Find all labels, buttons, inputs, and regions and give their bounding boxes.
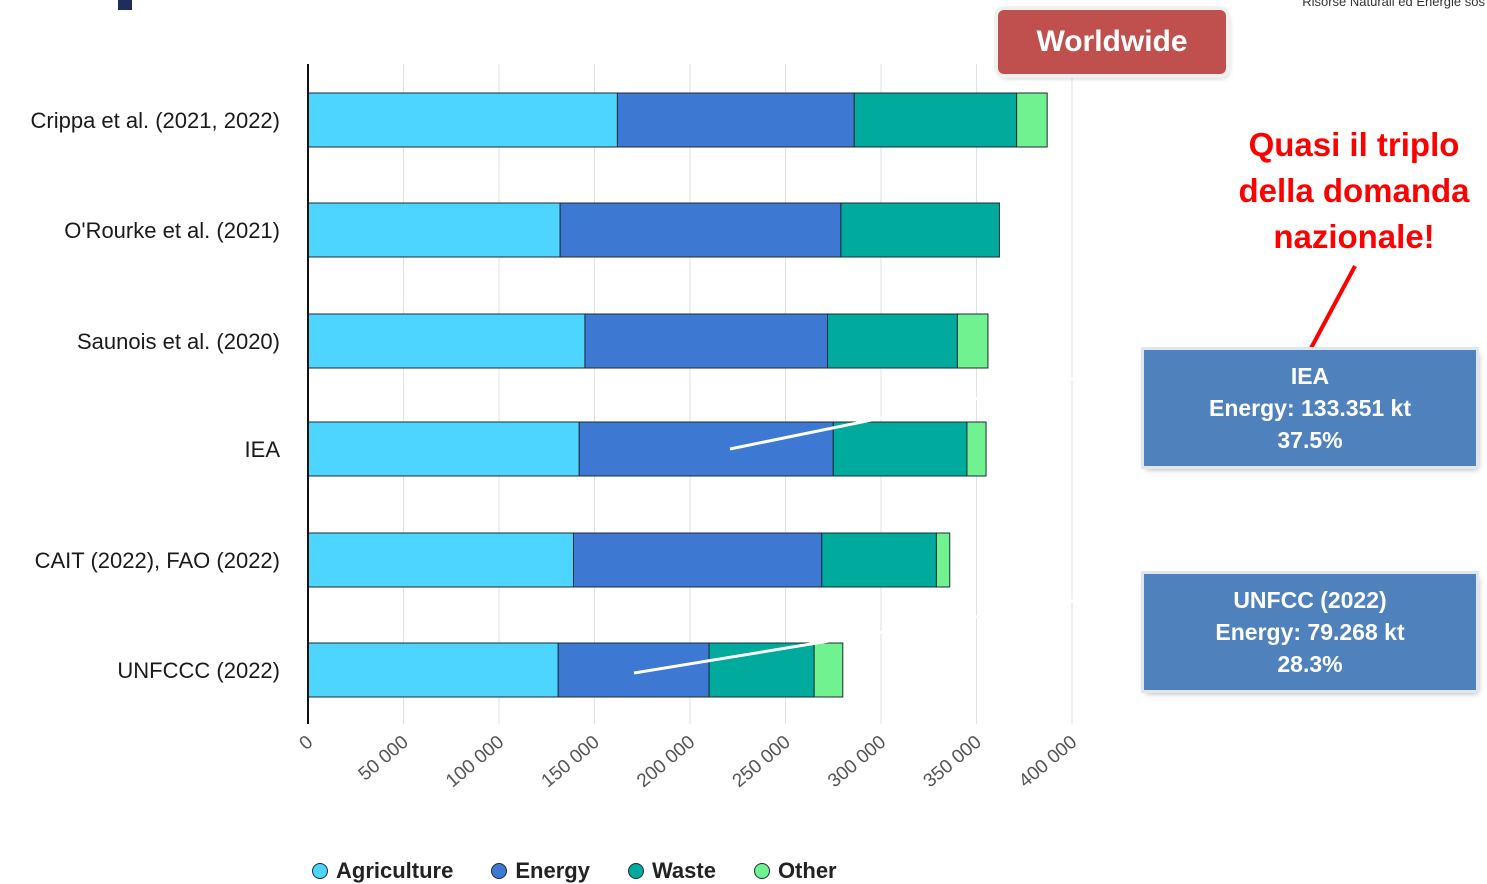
unfcc-pointer-line: [633, 592, 1117, 675]
iea-info-title: IEA: [1290, 363, 1330, 389]
legend-item-waste: Waste: [627, 858, 716, 884]
legend-item-other: Other: [753, 858, 837, 884]
category-label: Crippa et al. (2021, 2022): [31, 108, 281, 133]
worldwide-badge: Worldwide: [998, 10, 1226, 74]
grid-layer: [403, 64, 1073, 724]
logo-mark: [118, 0, 132, 10]
category-label: IEA: [245, 437, 281, 462]
x-tick-label: 350 000: [920, 732, 986, 792]
bar-segment-agriculture: [307, 532, 574, 588]
bar-segment-other: [966, 421, 987, 477]
legend-dot-other: [753, 863, 770, 879]
legend-label-waste: Waste: [651, 858, 716, 883]
unfcc-info-percent: 28.3%: [1277, 651, 1343, 677]
callout-line-2: della domanda: [1238, 172, 1470, 209]
x-tick-label: 400 000: [1015, 732, 1081, 792]
x-tick-label: 100 000: [442, 732, 508, 792]
bar-segment-agriculture: [307, 642, 559, 698]
callout-pointer-line: [1308, 265, 1357, 351]
iea-pointer-line: [729, 368, 1117, 451]
bar-layer: [307, 92, 1048, 698]
legend-dot-energy: [491, 863, 508, 879]
bar-segment-waste: [827, 313, 958, 369]
org-text: Risorse Naturali ed Energie sos: [1302, 0, 1485, 9]
category-label: UNFCCC (2022): [117, 658, 280, 683]
x-tick-label: 300 000: [824, 732, 890, 792]
x-tick-label: 50 000: [355, 732, 413, 785]
x-tick-label: 150 000: [538, 732, 604, 792]
x-tick-label: 200 000: [633, 732, 699, 792]
unfcc-info-energy: Energy: 79.268 kt: [1215, 619, 1405, 645]
x-tick-label: 250 000: [729, 732, 795, 792]
bar-segment-agriculture: [307, 313, 586, 369]
unfcc-info-box: UNFCC (2022) Energy: 79.268 kt 28.3%: [1144, 574, 1476, 690]
bar-segment-energy: [616, 92, 855, 148]
legend-label-agriculture: Agriculture: [336, 858, 454, 883]
bar-segment-agriculture: [307, 202, 561, 258]
bar-segment-other: [956, 313, 989, 369]
category-labels: Crippa et al. (2021, 2022) O'Rourke et al…: [31, 108, 281, 683]
bar-segment-energy: [578, 421, 834, 477]
legend-dot-waste: [627, 863, 644, 879]
legend-item-energy: Energy: [491, 858, 590, 884]
legend-item-agriculture: Agriculture: [312, 858, 453, 884]
iea-info-percent: 37.5%: [1277, 427, 1343, 453]
bar-segment-waste: [853, 92, 1018, 148]
category-label: CAIT (2022), FAO (2022): [35, 548, 280, 573]
callout-line-3: nazionale!: [1273, 218, 1435, 255]
bar-segment-waste: [832, 421, 968, 477]
callout-line-1: Quasi il triplo: [1248, 126, 1460, 163]
legend: Agriculture Energy Waste Other: [312, 858, 837, 884]
pointer-layer: [633, 265, 1357, 675]
legend-label-other: Other: [777, 858, 837, 883]
unfcc-info-title: UNFCC (2022): [1233, 587, 1387, 613]
bar-segment-other: [935, 532, 951, 588]
bar-segment-energy: [572, 532, 823, 588]
tick-labels: 0 50 000 100 000 150 000 200 000 250 000 300 0…: [296, 732, 1082, 792]
bar-segment-agriculture: [307, 421, 580, 477]
bar-segment-energy: [557, 642, 710, 698]
bar-segment-energy: [584, 313, 829, 369]
bar-segment-agriculture: [307, 92, 618, 148]
category-label: O'Rourke et al. (2021): [64, 218, 280, 243]
category-label: Saunois et al. (2020): [77, 329, 280, 354]
legend-label-energy: Energy: [515, 858, 590, 883]
iea-info-box: IEA Energy: 133.351 kt 37.5%: [1144, 350, 1476, 466]
callout-text: Quasi il triplo della domanda nazionale!: [1218, 122, 1487, 260]
iea-info-energy: Energy: 133.351 kt: [1208, 395, 1411, 421]
bar-segment-waste: [821, 532, 937, 588]
bar-segment-other: [813, 642, 844, 698]
bar-segment-other: [1016, 92, 1048, 148]
bar-segment-energy: [559, 202, 842, 258]
legend-dot-agriculture: [312, 863, 328, 879]
x-tick-label: 0: [296, 732, 318, 755]
bar-segment-waste: [840, 202, 1000, 258]
